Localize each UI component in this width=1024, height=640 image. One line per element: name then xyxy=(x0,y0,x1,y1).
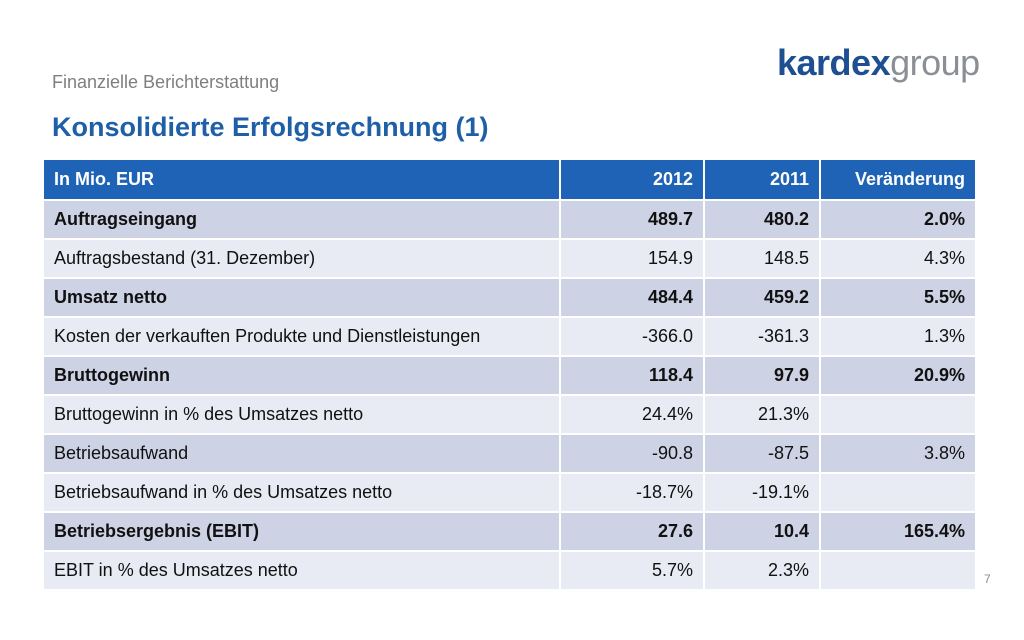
kardex-logo: kardexgroup xyxy=(777,42,980,84)
column-header-label: In Mio. EUR xyxy=(44,160,561,201)
cell-2012: 5.7% xyxy=(560,551,705,591)
cell-2012: -18.7% xyxy=(560,473,705,513)
table-row: Betriebsergebnis (EBIT) 27.6 10.4 165.4% xyxy=(44,512,977,552)
cell-2011: -87.5 xyxy=(704,434,821,474)
table-row: Umsatz netto 484.4 459.2 5.5% xyxy=(44,278,977,318)
cell-2012: -366.0 xyxy=(560,317,705,357)
cell-2012: 24.4% xyxy=(560,395,705,435)
cell-change xyxy=(820,473,977,513)
logo-brand-text: kardex xyxy=(777,42,891,83)
cell-change: 5.5% xyxy=(820,278,977,318)
column-header-2011: 2011 xyxy=(704,160,821,201)
row-label: Auftragsbestand (31. Dezember) xyxy=(44,239,561,279)
table-header-row: In Mio. EUR 2012 2011 Veränderung xyxy=(44,160,977,201)
cell-2011: 97.9 xyxy=(704,356,821,396)
column-header-2012: 2012 xyxy=(560,160,705,201)
row-label: Betriebsaufwand xyxy=(44,434,561,474)
row-label: Betriebsaufwand in % des Umsatzes netto xyxy=(44,473,561,513)
table-row: Betriebsaufwand in % des Umsatzes netto … xyxy=(44,473,977,513)
cell-2012: 118.4 xyxy=(560,356,705,396)
row-label: Umsatz netto xyxy=(44,278,561,318)
column-header-change: Veränderung xyxy=(820,160,977,201)
cell-2012: 27.6 xyxy=(560,512,705,552)
cell-change: 1.3% xyxy=(820,317,977,357)
row-label: Kosten der verkauften Produkte und Diens… xyxy=(44,317,561,357)
cell-2012: -90.8 xyxy=(560,434,705,474)
logo-suffix-text: group xyxy=(890,42,980,83)
cell-change: 4.3% xyxy=(820,239,977,279)
cell-2012: 154.9 xyxy=(560,239,705,279)
table-row: Kosten der verkauften Produkte und Diens… xyxy=(44,317,977,357)
cell-2012: 489.7 xyxy=(560,200,705,240)
cell-2011: -361.3 xyxy=(704,317,821,357)
row-label: Bruttogewinn xyxy=(44,356,561,396)
cell-2011: 21.3% xyxy=(704,395,821,435)
row-label: Auftragseingang xyxy=(44,200,561,240)
section-subtitle: Finanzielle Berichterstattung xyxy=(52,72,280,92)
table-row: Betriebsaufwand -90.8 -87.5 3.8% xyxy=(44,434,977,474)
cell-2011: 2.3% xyxy=(704,551,821,591)
table-row: EBIT in % des Umsatzes netto 5.7% 2.3% xyxy=(44,551,977,591)
cell-2011: 148.5 xyxy=(704,239,821,279)
cell-2011: -19.1% xyxy=(704,473,821,513)
table-row: Auftragseingang 489.7 480.2 2.0% xyxy=(44,200,977,240)
row-label: EBIT in % des Umsatzes netto xyxy=(44,551,561,591)
table-row: Bruttogewinn 118.4 97.9 20.9% xyxy=(44,356,977,396)
cell-change: 2.0% xyxy=(820,200,977,240)
cell-change: 3.8% xyxy=(820,434,977,474)
row-label: Bruttogewinn in % des Umsatzes netto xyxy=(44,395,561,435)
cell-2011: 480.2 xyxy=(704,200,821,240)
cell-2011: 459.2 xyxy=(704,278,821,318)
page-number: 7 xyxy=(984,572,991,586)
cell-change xyxy=(820,395,977,435)
cell-2012: 484.4 xyxy=(560,278,705,318)
cell-change xyxy=(820,551,977,591)
cell-change: 20.9% xyxy=(820,356,977,396)
table-row: Bruttogewinn in % des Umsatzes netto 24.… xyxy=(44,395,977,435)
cell-2011: 10.4 xyxy=(704,512,821,552)
income-statement-table: In Mio. EUR 2012 2011 Veränderung Auftra… xyxy=(44,160,977,591)
page-title: Konsolidierte Erfolgsrechnung (1) xyxy=(52,112,489,142)
cell-change: 165.4% xyxy=(820,512,977,552)
table-row: Auftragsbestand (31. Dezember) 154.9 148… xyxy=(44,239,977,279)
row-label: Betriebsergebnis (EBIT) xyxy=(44,512,561,552)
